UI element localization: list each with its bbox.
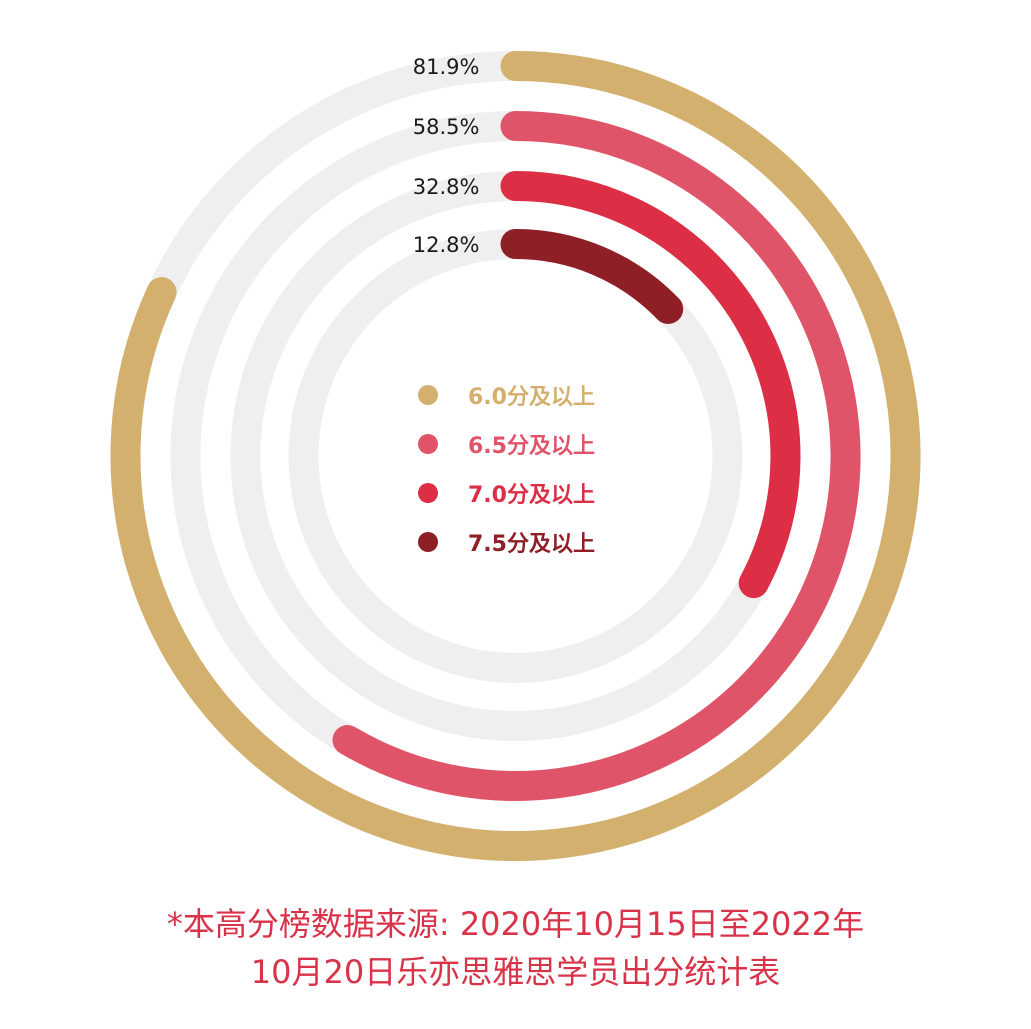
legend-item: 7.0分及以上: [418, 468, 658, 517]
legend-label: 6.0分及以上: [468, 384, 595, 410]
legend-dot: [418, 384, 438, 405]
value-label: 58.5%: [413, 115, 480, 139]
value-label: 32.8%: [413, 175, 480, 199]
legend-item: 6.0分及以上: [418, 370, 658, 419]
footnote-line-2: 10月20日乐亦思雅思学员出分统计表: [250, 953, 781, 991]
legend-label: 7.0分及以上: [468, 482, 595, 508]
value-label: 12.8%: [413, 233, 480, 257]
footnote-line-1: *本高分榜数据来源: 2020年10月15日至2022年: [166, 905, 865, 943]
legend-label: 7.5分及以上: [468, 531, 595, 557]
radial-bar-chart: 81.9% 58.5% 32.8% 12.8%: [110, 51, 921, 861]
legend-item: 7.5分及以上: [418, 517, 658, 566]
ring-bar: [500, 171, 801, 599]
legend-dot: [418, 433, 438, 454]
ring-bar: [500, 229, 684, 324]
ring-bar: [332, 111, 861, 801]
value-label: 81.9%: [413, 55, 480, 79]
legend: 6.0分及以上 6.5分及以上 7.0分及以上 7.5分及以上: [418, 370, 658, 566]
footnote: *本高分榜数据来源: 2020年10月15日至2022年 10月20日乐亦思雅思…: [0, 900, 1031, 996]
ring-bar: [110, 51, 921, 861]
legend-item: 6.5分及以上: [418, 419, 658, 468]
legend-dot: [418, 482, 438, 503]
legend-dot: [418, 531, 438, 552]
legend-label: 6.5分及以上: [468, 433, 595, 459]
